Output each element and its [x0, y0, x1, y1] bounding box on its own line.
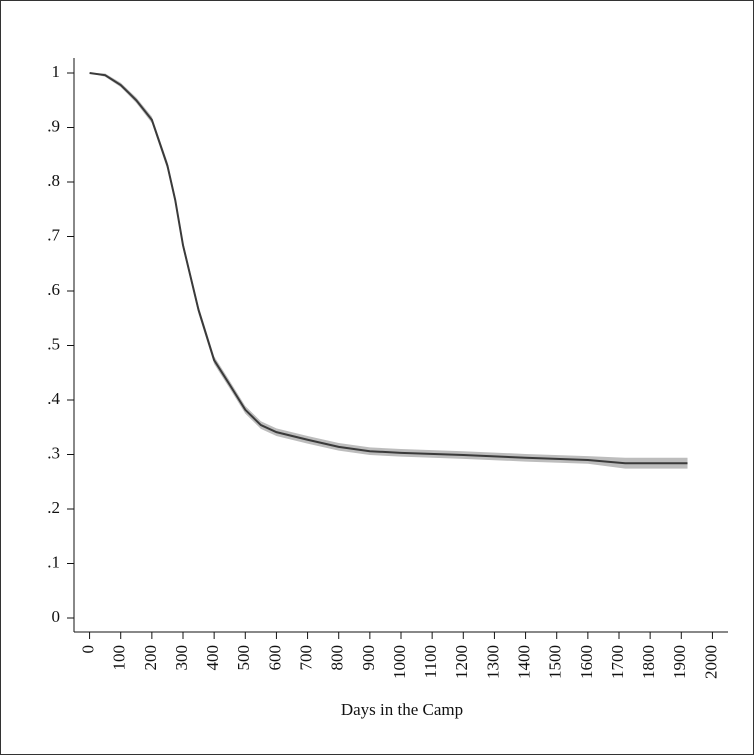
x-tick-label: 1400 — [514, 645, 533, 679]
x-tick-label: 1000 — [390, 645, 409, 679]
y-tick-label: .4 — [47, 389, 60, 408]
x-tick-label: 400 — [203, 645, 222, 671]
y-tick-label: .1 — [47, 552, 60, 571]
x-tick-label: 700 — [296, 645, 315, 671]
y-tick-label: .6 — [47, 280, 60, 299]
y-tick-label: .3 — [47, 443, 60, 462]
x-tick-label: 900 — [359, 645, 378, 671]
y-tick-label: .2 — [47, 498, 60, 517]
x-tick-label: 1800 — [639, 645, 658, 679]
x-tick-label: 100 — [110, 645, 129, 671]
x-tick-label: 200 — [141, 645, 160, 671]
y-tick-label: .9 — [47, 116, 60, 135]
y-tick-label: .7 — [47, 225, 60, 244]
x-tick-label: 300 — [172, 645, 191, 671]
x-tick-label: 600 — [265, 645, 284, 671]
x-tick-label: 1600 — [577, 645, 596, 679]
x-tick-label: 800 — [328, 645, 347, 671]
survival-line — [89, 71, 688, 465]
x-tick-label: 1100 — [421, 645, 440, 678]
y-tick-label: 1 — [52, 62, 61, 81]
y-tick-label: .8 — [47, 171, 60, 190]
x-tick-label: 1500 — [546, 645, 565, 679]
y-tick-label: 0 — [52, 607, 61, 626]
x-tick-label: 1900 — [670, 645, 689, 679]
x-axis-label: Days in the Camp — [341, 700, 463, 719]
x-tick-label: 1700 — [608, 645, 627, 679]
y-tick-label: .5 — [47, 334, 60, 353]
x-tick-label: 1300 — [483, 645, 502, 679]
x-tick-label: 0 — [78, 645, 97, 654]
x-tick-label: 1200 — [452, 645, 471, 679]
x-tick-label: 500 — [234, 645, 253, 671]
x-tick-label: 2000 — [701, 645, 720, 679]
